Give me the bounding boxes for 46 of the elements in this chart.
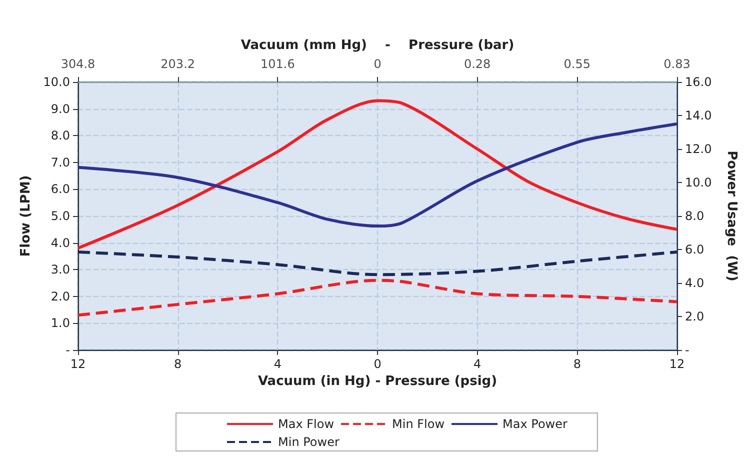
y2-axis-title: Power Usage (W) [724,150,739,282]
x2-axis-title: Vacuum (mm Hg) - Pressure (bar) [240,38,514,53]
y2-tick-label: 16.0 [685,75,712,89]
x-tick-label: 12 [669,357,685,371]
x-tick-label: 8 [573,357,581,371]
y2-tick-label: 2.0 [685,310,704,324]
y2-tick-label: 10.0 [685,176,712,190]
y-tick-label: 4.0 [50,236,70,250]
x-tick-label: 4 [474,357,482,371]
x-tick-label: 8 [174,357,182,371]
text: 0.83 [664,57,690,71]
text: 203.2 [160,57,196,71]
y-tick-label: 3.0 [50,262,70,277]
y-tick-label: 10.0 [43,75,70,89]
text: 0.55 [564,57,591,71]
y-tick-label: 2.0 [50,289,70,304]
y-tick-label: 5.0 [50,209,70,223]
text: 304.8 [60,57,96,71]
line-series [76,99,678,250]
legend-label: Max Flow [278,417,334,431]
line-series [76,250,678,276]
legend-label: Min Flow [392,417,445,431]
legend-label: Min Power [278,435,340,449]
y2-tick-label: 4.0 [685,276,704,290]
y2-tick-label: 8.0 [685,209,704,223]
x-tick-label: 4 [274,357,282,371]
y-tick-label: 8.0 [50,128,70,143]
y2-tick-label: 14.0 [685,108,712,122]
y-tick-label: - [66,343,70,357]
y2-tick-label: - [685,343,690,357]
text: 0.28 [464,57,491,71]
legend-label: Max Power [502,417,568,431]
y-tick-label: 9.0 [50,102,70,116]
x-tick-label: 0 [374,357,382,371]
line-series [76,278,678,317]
y2-tick-label: 12.0 [685,142,712,156]
line-series [76,122,678,228]
y2-tick-label: 6.0 [685,242,704,256]
text: 0 [374,57,382,71]
x-tick-label: 12 [70,357,86,371]
y-tick-label: 1.0 [50,316,70,330]
y-axis-title: Flow (LPM) [18,175,34,257]
y-tick-label: 7.0 [50,155,70,170]
y-tick-label: 6.0 [50,182,70,196]
text: 101.6 [260,57,295,71]
x-axis-title: Vacuum (in Hg) - Pressure (psig) [258,374,498,389]
